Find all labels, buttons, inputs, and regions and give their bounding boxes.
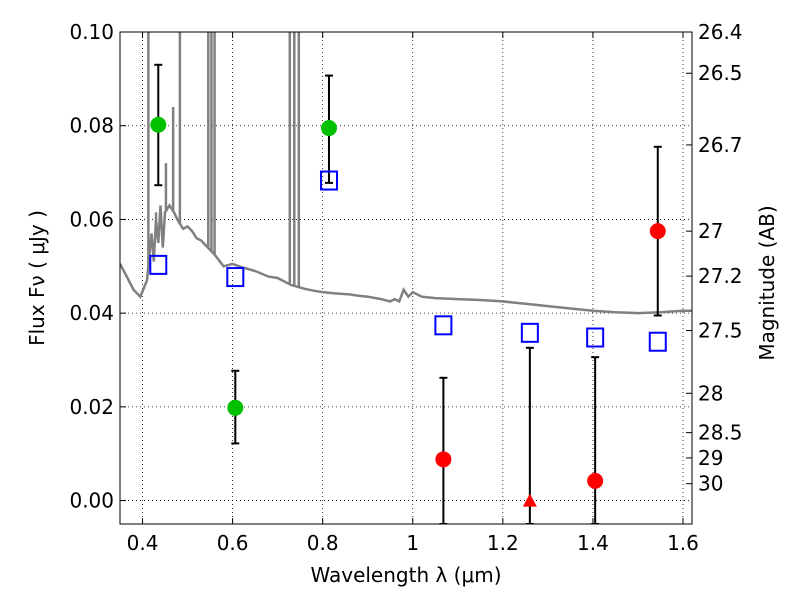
data-points [149,63,667,524]
y-tick-label: 0.02 [69,395,114,419]
mag-tick-label: 26.7 [698,133,743,157]
y-axis-title: Flux Fν ( μJy ) [25,210,49,346]
model-point-square [434,315,453,336]
x-tick-label: 0.4 [127,531,159,555]
x-tick-label: 1 [406,531,419,555]
sed-template-path [120,203,692,315]
mag-tick-label: 28 [698,381,723,405]
model-point-square [226,267,245,288]
data-point-circle [587,472,604,489]
y-tick-label: 0.10 [69,20,114,44]
model-point-square [648,331,667,352]
x-tick-label: 0.8 [307,531,339,555]
y-tick-label: 0.00 [69,489,114,513]
model-point-square [149,254,168,275]
x-tick-label: 1.6 [667,531,699,555]
data-point-circle [649,223,666,240]
mag-tick-label: 28.5 [698,421,743,445]
mag-tick-label: 29 [698,446,723,470]
x-axis-title: Wavelength λ (μm) [310,563,501,587]
x-tick-label: 1.4 [577,531,609,555]
model-point-square [520,322,539,343]
mag-tick-label: 27.2 [698,264,743,288]
axis-ticks: 0.4 0.6 0.8 1 1.2 1.4 1.6 0.00 0.02 0.04 0.06 0.08 0… [69,20,742,555]
data-point-triangle [522,493,537,507]
y-tick-label: 0.08 [69,114,114,138]
mag-tick-label: 27.5 [698,318,743,342]
mag-tick-label: 27 [698,219,723,243]
model-point-square [586,327,605,348]
model-point-square [319,170,338,191]
mag-tick-label: 26.5 [698,61,743,85]
data-point-circle [435,451,452,468]
mag-tick-label: 26.4 [698,20,743,44]
y-tick-label: 0.04 [69,301,114,325]
grid-lines [120,31,692,524]
data-point-circle [320,120,337,137]
x-tick-label: 0.6 [217,531,249,555]
sed-template-line [120,32,692,315]
data-point-circle [227,399,244,416]
x-tick-label: 1.2 [487,531,519,555]
mag-tick-label: 30 [698,472,723,496]
y-tick-label: 0.06 [69,207,114,231]
plot-frame [119,31,693,525]
data-point-circle [150,116,167,133]
right-axis-title: Magnitude (AB) [755,205,779,360]
